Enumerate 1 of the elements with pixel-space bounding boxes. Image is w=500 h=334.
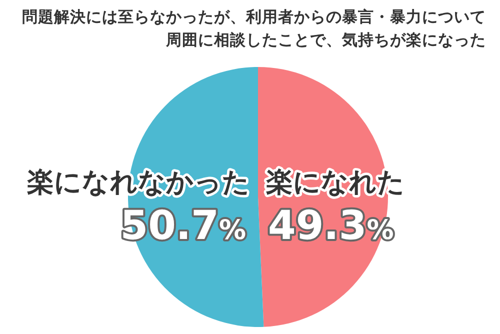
chart-title: 問題解決には至らなかったが、利用者からの暴言・暴力について周囲に相談したことで、気持ちが楽になった bbox=[21, 7, 486, 51]
